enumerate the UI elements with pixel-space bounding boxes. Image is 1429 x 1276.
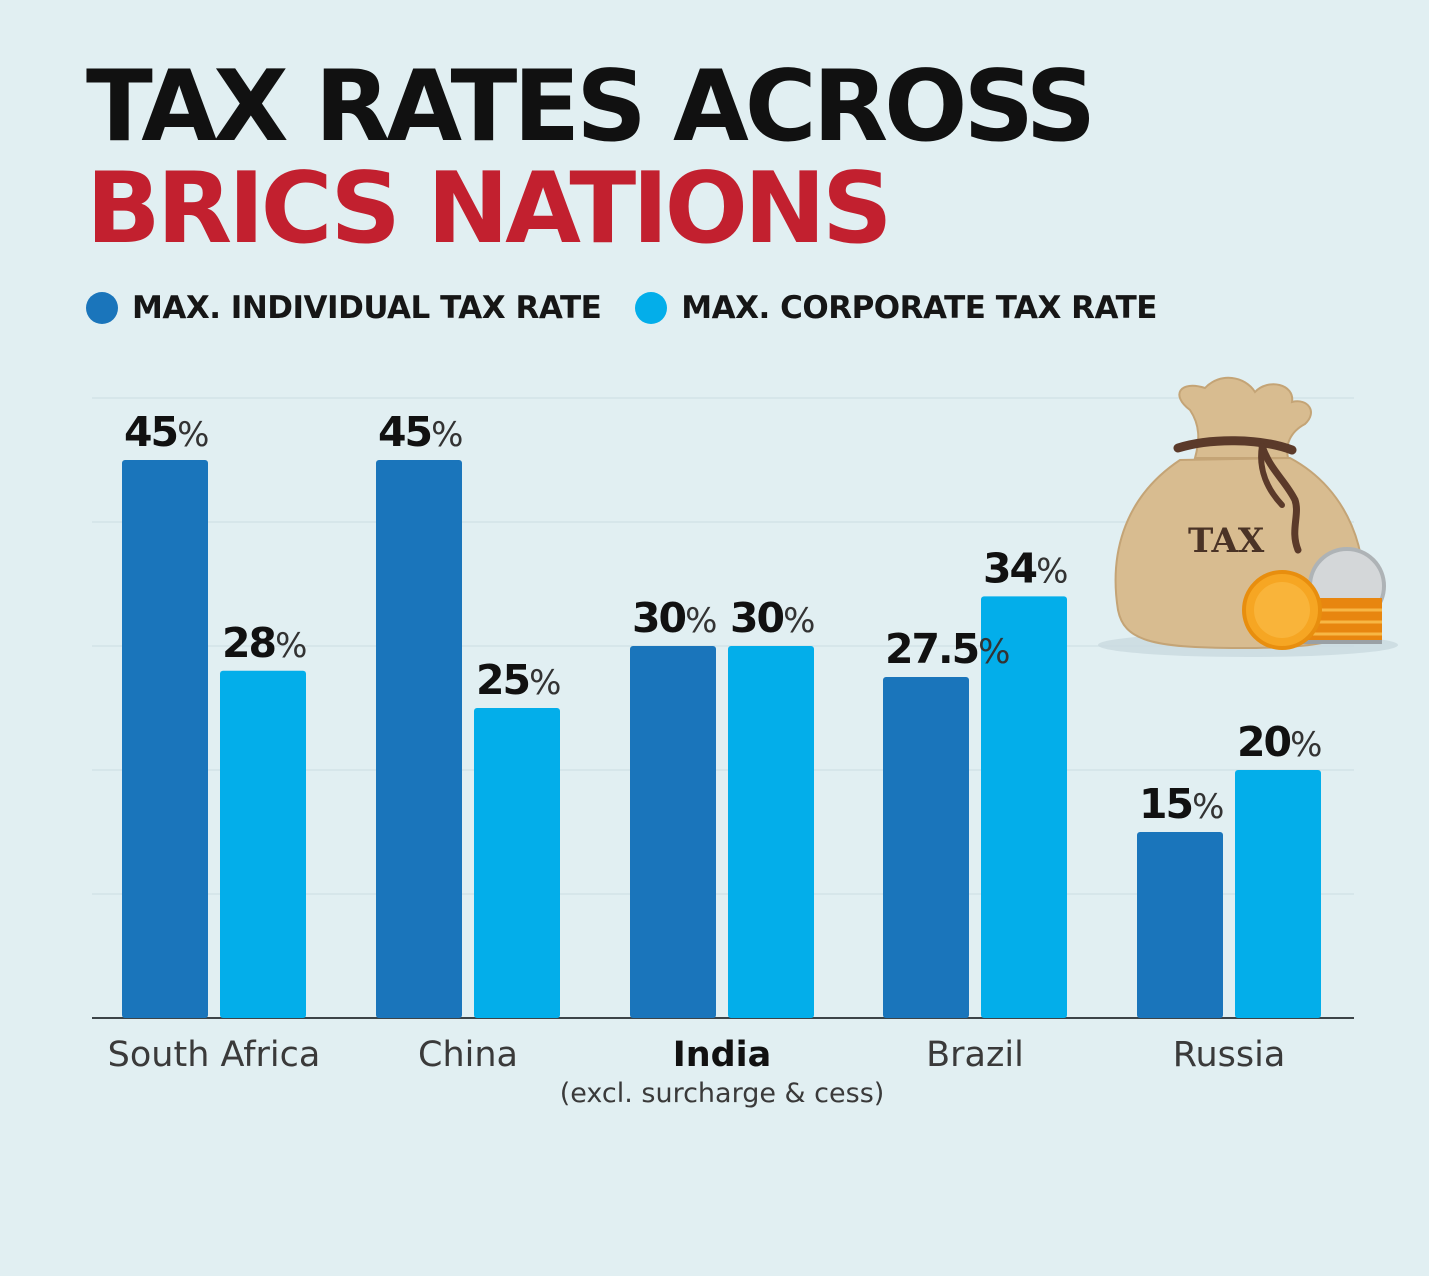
bar-south-africa-individual (122, 460, 208, 1018)
legend: MAX. INDIVIDUAL TAX RATE MAX. CORPORATE … (86, 290, 1191, 326)
title-line-1: TAX RATES ACROSS (86, 50, 1096, 164)
bar-china-individual (376, 460, 462, 1018)
bar-brazil-individual (883, 677, 969, 1018)
bar-china-corporate (474, 708, 560, 1018)
bar-brazil-corporate (981, 596, 1067, 1018)
value-label-russia-corporate: 20% (1237, 718, 1322, 766)
legend-item-corporate: MAX. CORPORATE TAX RATE (635, 290, 1157, 326)
value-label-south-africa-corporate: 28% (222, 619, 307, 667)
title-line-2: BRICS NATIONS (86, 152, 893, 266)
bar-russia-corporate (1235, 770, 1321, 1018)
legend-item-individual: MAX. INDIVIDUAL TAX RATE (86, 290, 602, 326)
chart-category-labels: South Africa China India(excl. surcharge &… (108, 1035, 1286, 1109)
bar-india-corporate (728, 646, 814, 1018)
value-label-china-individual: 45% (378, 408, 463, 456)
gold-coin-stack (1242, 570, 1382, 650)
bag-tax-label: TAX (1188, 521, 1265, 561)
bar-india-individual (630, 646, 716, 1018)
value-label-india-corporate: 30% (730, 594, 815, 642)
category-label-russia: Russia (1173, 1035, 1286, 1075)
category-note-india: (excl. surcharge & cess) (560, 1078, 885, 1109)
value-label-russia-individual: 15% (1139, 780, 1224, 828)
value-label-south-africa-individual: 45% (124, 408, 209, 456)
bar-south-africa-corporate (220, 670, 306, 1018)
chart-value-labels: 45% 28% 45% 25% 30% 30% 27.5% 34% 15% 20% (124, 408, 1322, 828)
legend-dot-individual (86, 292, 118, 324)
value-label-brazil-corporate: 34% (983, 544, 1068, 592)
legend-label-individual: MAX. INDIVIDUAL TAX RATE (132, 290, 602, 326)
category-label-south-africa: South Africa (108, 1035, 321, 1075)
category-label-brazil: Brazil (926, 1035, 1024, 1075)
money-bag-icon: TAX (1098, 376, 1398, 657)
category-label-india: India (673, 1035, 772, 1075)
value-label-brazil-individual: 27.5% (885, 625, 1010, 673)
value-label-india-individual: 30% (632, 594, 717, 642)
legend-dot-corporate (635, 292, 668, 324)
bar-russia-individual (1137, 832, 1223, 1018)
category-label-china: China (418, 1035, 518, 1075)
value-label-china-corporate: 25% (476, 656, 561, 704)
legend-label-corporate: MAX. CORPORATE TAX RATE (681, 290, 1157, 326)
chart-bars (122, 460, 1321, 1018)
